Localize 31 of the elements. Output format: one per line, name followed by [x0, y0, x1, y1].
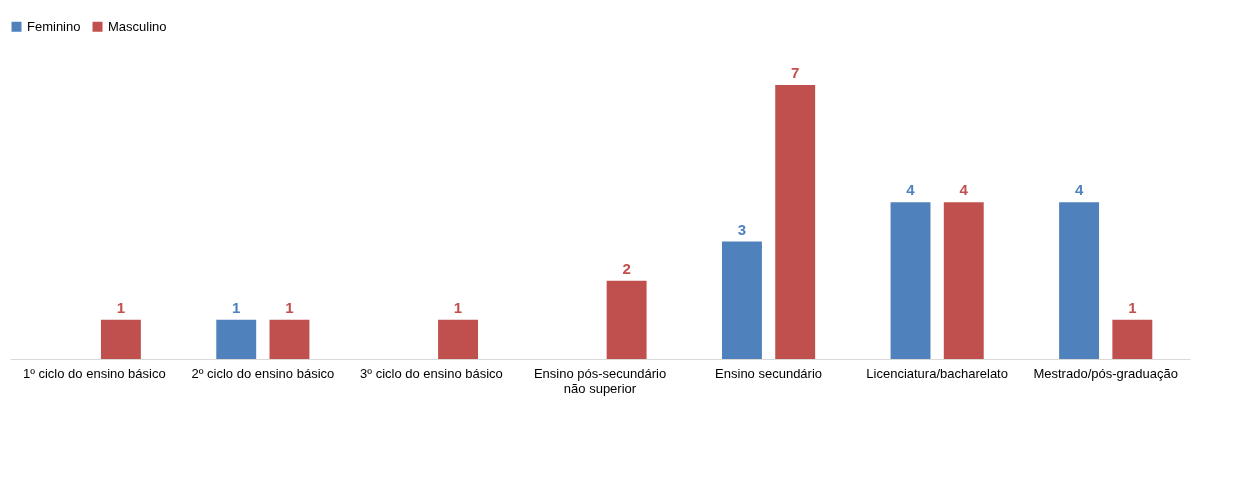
data-label: 4 [906, 181, 916, 199]
x-tick-label: 1º ciclo do ensino básico [22, 365, 166, 381]
data-label: 1 [116, 298, 126, 316]
x-tick-label: Ensino secundário [715, 365, 823, 381]
data-label: 2 [622, 259, 631, 277]
bar [775, 84, 816, 359]
bar [438, 319, 479, 359]
data-label: 1 [453, 298, 463, 316]
data-label: 4 [1074, 181, 1084, 199]
data-label: 7 [791, 63, 800, 81]
x-tick-label: Licenciatura/bacharelato [866, 365, 1008, 381]
bar [721, 241, 762, 359]
x-tick-label: Ensino pós-secundário não superior [533, 365, 667, 396]
bar [269, 319, 310, 359]
data-label: 1 [285, 298, 294, 316]
data-label: 3 [737, 220, 747, 238]
bar [1112, 319, 1153, 359]
data-label: 4 [959, 181, 969, 199]
x-tick-label: 2º ciclo do ensino básico [191, 365, 335, 381]
data-label: 1 [1128, 298, 1137, 316]
bar [890, 202, 931, 359]
bar [100, 319, 141, 359]
x-tick-label: Mestrado/pós-graduação [1033, 365, 1178, 381]
bar [216, 319, 257, 359]
bar [943, 202, 984, 359]
legend-label: Feminino [27, 18, 81, 34]
data-label: 1 [232, 298, 241, 316]
bar [606, 280, 647, 359]
bar [1059, 202, 1100, 359]
x-tick-label: 3º ciclo do ensino básico [360, 365, 503, 381]
legend-label: Masculino [108, 18, 167, 34]
